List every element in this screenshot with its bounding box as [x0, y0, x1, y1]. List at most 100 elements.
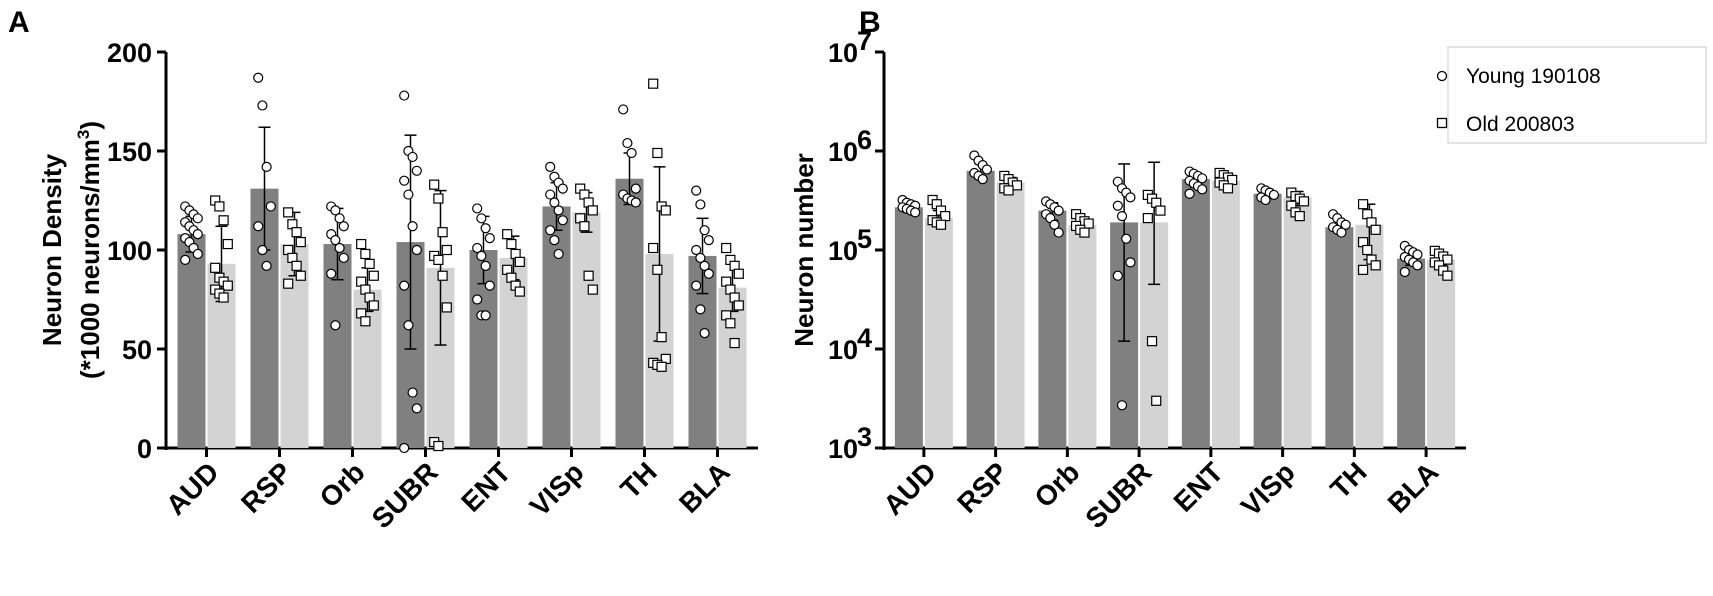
panel-a-point-old	[587, 284, 598, 295]
panel-a-point-old	[368, 300, 379, 311]
panel-b-point-young	[1336, 227, 1347, 238]
panel-a-point-young	[265, 201, 276, 212]
panel-a-point-young	[476, 250, 487, 262]
panel-b-point-old	[1227, 174, 1238, 186]
panel-a-point-young	[399, 175, 410, 186]
panel-a-point-young	[699, 328, 710, 339]
panel-a-point-young	[407, 151, 418, 163]
panel-b-ytick-label: 10	[828, 38, 858, 68]
panel-a-point-young	[253, 221, 264, 232]
panel-a-point-young	[257, 244, 268, 256]
panel-a-point-old	[652, 264, 663, 275]
panel-a-point-old	[437, 227, 448, 238]
panel-b-xtick-label-ent: ENT	[1168, 456, 1230, 518]
panel-b-xtick-label-orb: Orb	[1028, 456, 1085, 513]
panel-a-point-young	[411, 244, 422, 256]
panel-a-ytick-label: 150	[107, 137, 152, 167]
panel-a-point-old	[506, 238, 517, 250]
panel-a-xtick-label-subr: SUBR	[366, 456, 444, 534]
panel-a-point-young	[557, 183, 568, 194]
legend-young-marker-icon	[1436, 70, 1448, 82]
panel-a-bar-old-visp	[572, 212, 601, 448]
panel-a-point-old	[441, 302, 452, 313]
panel-a-point-old	[514, 256, 525, 267]
panel-b-ytick-exponent: 5	[857, 224, 872, 254]
panel-a-point-young	[261, 260, 272, 271]
legend-box	[1447, 46, 1707, 144]
panel-a-point-young	[484, 233, 495, 244]
panel-a-point-young	[192, 229, 203, 240]
panel-b-bar-young-orb	[1038, 210, 1067, 448]
panel-a-point-old	[733, 300, 744, 311]
panel-a-ylabel-line1: Neuron Density	[37, 153, 67, 346]
panel-b-ytick-exponent: 3	[857, 422, 872, 452]
panel-a-point-old	[721, 242, 732, 254]
panel-b-xtick-label-aud: AUD	[877, 456, 942, 521]
panel-b-label: B	[859, 6, 881, 39]
panel-a-point-young	[691, 185, 702, 196]
legend-old-marker-icon	[1436, 117, 1448, 129]
panel-a-point-young	[549, 235, 560, 246]
panel-b-point-young	[1184, 188, 1195, 199]
panel-b-ytick-label: 10	[828, 335, 858, 365]
panel-a-point-young	[480, 260, 491, 271]
panel-a-xtick-label-aud: AUD	[160, 456, 225, 521]
panel-b-point-old	[1357, 264, 1369, 275]
panel-b-point-old	[1151, 395, 1162, 406]
panel-a-point-young	[338, 221, 349, 232]
panel-a-point-young	[545, 161, 556, 172]
panel-b-point-young	[1399, 266, 1410, 278]
panel-b-point-old	[1362, 244, 1373, 256]
panel-a-point-young	[407, 387, 418, 398]
panel-a-point-young	[553, 248, 564, 260]
panel-a-point-young	[476, 213, 487, 224]
panel-a-point-old	[214, 201, 225, 212]
panel-a-point-young	[695, 304, 706, 315]
panel-b-xtick-label-th: TH	[1324, 456, 1372, 504]
panel-a-point-young	[695, 199, 706, 210]
panel-b-bar-young-rsp	[966, 170, 995, 448]
panel-a-ylabel-superscript: 3	[74, 130, 93, 139]
panel-a-point-old	[433, 440, 444, 452]
panel-b-ylabel: Neuron number	[789, 153, 819, 347]
panel-a-point-young	[257, 100, 268, 111]
panel-b-point-young	[1260, 194, 1271, 206]
panel-b-point-young	[910, 207, 921, 218]
panel-a-bar-young-visp	[542, 206, 571, 448]
panel-a-ytick-label: 100	[107, 236, 152, 266]
panel-a-point-young	[407, 221, 418, 232]
panel-a-point-old	[222, 280, 233, 291]
panel-b-point-old	[1079, 227, 1090, 238]
panel-a-point-old	[652, 147, 663, 159]
legend-young-label: Young 190108	[1466, 65, 1601, 88]
panel-a-point-old	[360, 248, 371, 260]
panel-a-point-old	[729, 337, 740, 349]
panel-a-ylabel-close: )	[75, 121, 105, 130]
panel-b-ytick-exponent: 4	[857, 323, 872, 353]
panel-a-point-young	[480, 223, 491, 234]
panel-b-point-young	[1121, 233, 1132, 244]
panel-a-point-young	[472, 242, 483, 254]
panel-a-point-old	[210, 262, 221, 273]
panel-a-point-old	[725, 318, 736, 329]
panel-a-point-young	[338, 252, 349, 264]
panel-a-point-young	[691, 244, 702, 256]
panel-a-point-young	[480, 310, 491, 321]
panel-a-bar-young-aud	[177, 234, 206, 448]
panel-b-bar-young-bla	[1397, 258, 1426, 448]
panel-a-point-young	[330, 235, 341, 246]
panel-b-xtick-label-subr: SUBR	[1079, 456, 1157, 534]
panel-a-point-young	[703, 268, 714, 279]
panel-b-bar-young-aud	[894, 207, 923, 448]
panel-b-point-young	[1125, 257, 1136, 268]
panel-a-point-young	[545, 225, 556, 236]
panel-a-point-old	[218, 215, 229, 226]
panel-a-point-old	[656, 361, 667, 372]
panel-a-ylabel-line2: (*1000 neurons/mm3)	[74, 121, 105, 379]
panel-a-xtick-label-rsp: RSP	[235, 456, 298, 519]
legend-old-label: Old 200803	[1466, 113, 1575, 136]
panel-a-point-old	[429, 179, 440, 190]
panel-a-point-old	[291, 260, 302, 271]
